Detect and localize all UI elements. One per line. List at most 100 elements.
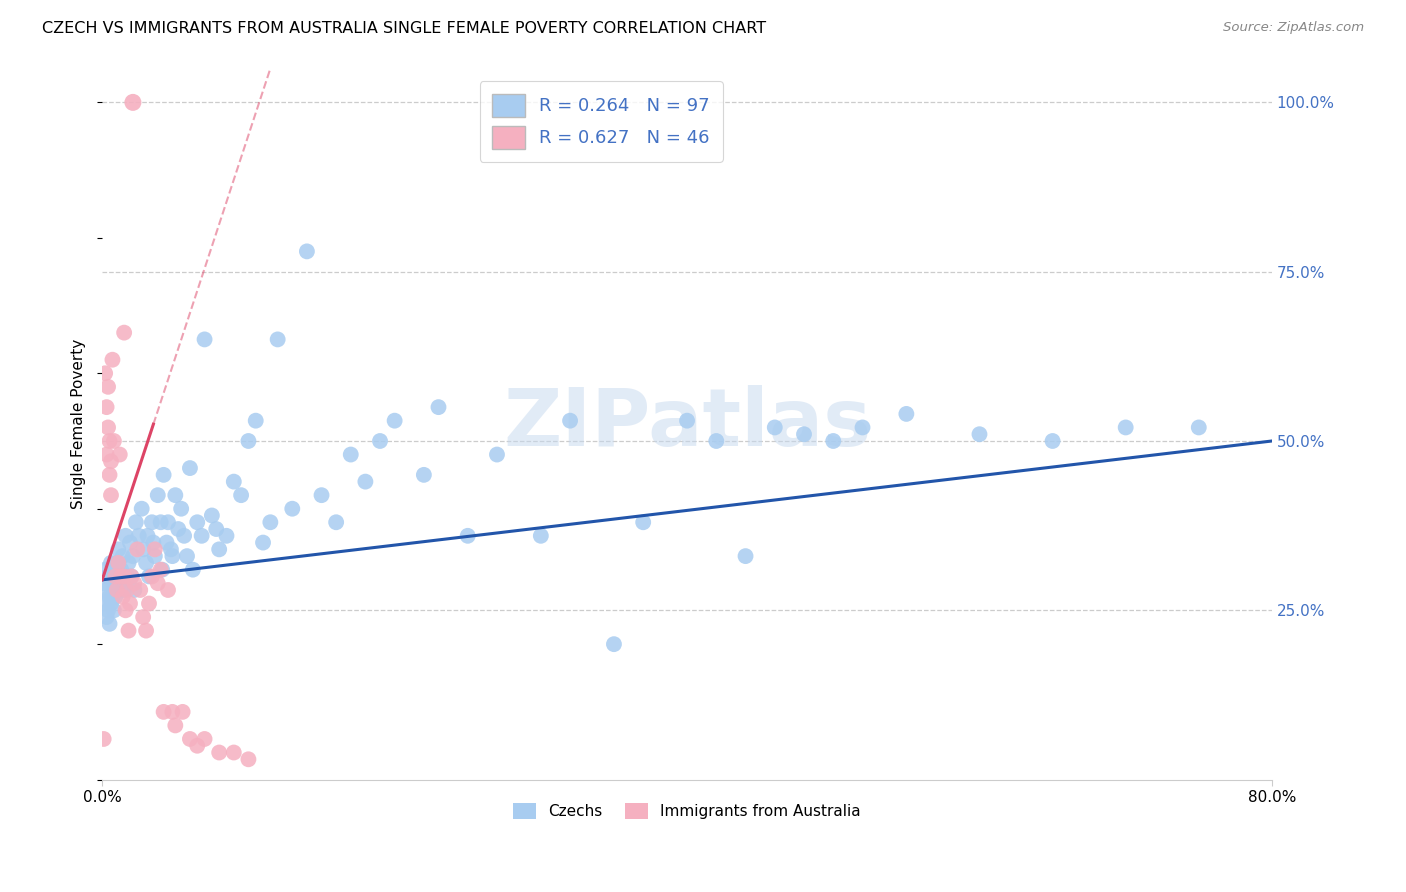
Point — [222, 475, 245, 489]
Point — [136, 529, 159, 543]
Point — [115, 582, 138, 597]
Point — [793, 427, 815, 442]
Point — [107, 569, 129, 583]
Point — [98, 467, 121, 482]
Point — [162, 705, 184, 719]
Point — [138, 597, 160, 611]
Point — [132, 542, 155, 557]
Point — [149, 563, 172, 577]
Point — [122, 549, 145, 563]
Point — [103, 582, 125, 597]
Point — [969, 427, 991, 442]
Point — [229, 488, 252, 502]
Point — [132, 610, 155, 624]
Point — [146, 576, 169, 591]
Point — [98, 616, 121, 631]
Point — [141, 569, 163, 583]
Point — [354, 475, 377, 489]
Point — [170, 501, 193, 516]
Point — [152, 467, 174, 482]
Legend: Czechs, Immigrants from Australia: Czechs, Immigrants from Australia — [508, 797, 868, 825]
Point — [238, 434, 260, 448]
Point — [205, 522, 228, 536]
Point — [162, 549, 184, 563]
Point — [118, 597, 141, 611]
Point — [142, 535, 165, 549]
Point — [208, 746, 231, 760]
Point — [112, 326, 135, 340]
Point — [149, 515, 172, 529]
Point — [101, 590, 124, 604]
Point — [111, 590, 134, 604]
Point — [94, 563, 117, 577]
Point — [1115, 420, 1137, 434]
Point — [104, 569, 127, 583]
Point — [1188, 420, 1211, 434]
Point — [631, 515, 654, 529]
Point — [245, 414, 267, 428]
Point — [143, 549, 166, 563]
Point — [193, 333, 215, 347]
Point — [96, 582, 118, 597]
Point — [186, 739, 208, 753]
Point — [107, 556, 129, 570]
Point — [118, 535, 141, 549]
Point — [339, 448, 361, 462]
Point — [851, 420, 873, 434]
Point — [103, 603, 125, 617]
Point — [368, 434, 391, 448]
Point — [215, 529, 238, 543]
Point — [97, 380, 120, 394]
Point — [763, 420, 786, 434]
Point — [427, 400, 450, 414]
Point — [181, 563, 204, 577]
Point — [135, 624, 157, 638]
Point — [108, 448, 131, 462]
Point — [100, 488, 122, 502]
Point — [259, 515, 281, 529]
Point — [179, 731, 201, 746]
Point — [823, 434, 845, 448]
Point — [104, 590, 127, 604]
Point — [105, 556, 128, 570]
Point — [485, 448, 508, 462]
Point — [201, 508, 224, 523]
Point — [167, 522, 190, 536]
Text: CZECH VS IMMIGRANTS FROM AUSTRALIA SINGLE FEMALE POVERTY CORRELATION CHART: CZECH VS IMMIGRANTS FROM AUSTRALIA SINGL… — [42, 21, 766, 36]
Point — [129, 582, 152, 597]
Point — [138, 569, 160, 583]
Point — [156, 515, 179, 529]
Point — [100, 597, 122, 611]
Point — [112, 569, 135, 583]
Point — [105, 582, 128, 597]
Point — [704, 434, 727, 448]
Point — [104, 576, 127, 591]
Point — [135, 556, 157, 570]
Point — [1042, 434, 1064, 448]
Point — [117, 556, 139, 570]
Point — [193, 731, 215, 746]
Point — [98, 434, 121, 448]
Point — [311, 488, 333, 502]
Point — [150, 563, 173, 577]
Point — [93, 731, 115, 746]
Text: ZIPatlas: ZIPatlas — [503, 385, 872, 463]
Point — [176, 549, 198, 563]
Point — [117, 624, 139, 638]
Point — [97, 603, 120, 617]
Point — [98, 590, 121, 604]
Point — [107, 542, 129, 557]
Point — [412, 467, 434, 482]
Point — [124, 582, 146, 597]
Point — [120, 569, 142, 583]
Point — [94, 366, 117, 380]
Point — [160, 542, 183, 557]
Point — [281, 501, 304, 516]
Point — [101, 569, 124, 583]
Point — [100, 454, 122, 468]
Point — [190, 529, 212, 543]
Point — [238, 752, 260, 766]
Point — [146, 488, 169, 502]
Point — [93, 576, 115, 591]
Point — [120, 569, 142, 583]
